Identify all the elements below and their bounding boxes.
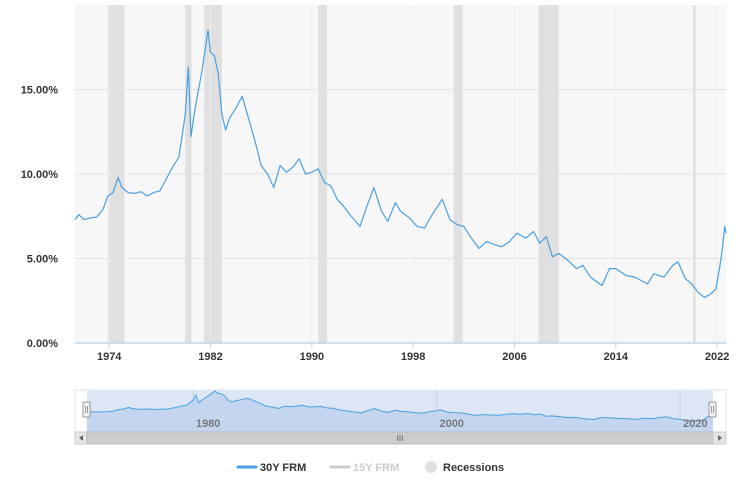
x-tick-label: 1974 <box>97 351 122 363</box>
x-tick-label: 1982 <box>198 351 222 363</box>
x-tick-label: 2022 <box>705 351 729 363</box>
x-tick-label: 1998 <box>401 351 425 363</box>
navigator-series-line <box>86 390 714 422</box>
y-tick-label: 15.00% <box>21 85 59 97</box>
navigator-label: 2020 <box>683 418 707 430</box>
legend-label-recessions: Recessions <box>443 462 504 474</box>
y-tick-label: 5.00% <box>27 254 58 266</box>
legend-item-15y-frm[interactable]: 15Y FRM <box>329 462 399 474</box>
gridlines <box>75 5 726 343</box>
x-tick-label: 2006 <box>502 351 526 363</box>
navigator-left-handle[interactable] <box>82 401 91 418</box>
legend-item-30y-frm[interactable]: 30Y FRM <box>236 462 306 474</box>
legend-label-30y-frm: 30Y FRM <box>260 462 306 474</box>
x-axis-ticks: 1974 1982 1990 1998 2006 2014 2022 <box>97 343 729 363</box>
legend-swatch-recessions <box>425 461 437 473</box>
y-tick-label: 0.00% <box>27 338 58 350</box>
scrollbar-grip-icon: III <box>397 434 404 443</box>
series-line-30y-frm <box>74 29 727 298</box>
x-tick-label: 2014 <box>604 351 629 363</box>
legend-label-15y-frm: 15Y FRM <box>353 462 399 474</box>
navigator-right-handle[interactable] <box>708 401 717 418</box>
x-tick-label: 1990 <box>300 351 324 363</box>
scrollbar[interactable]: III <box>74 431 727 445</box>
legend-item-recessions[interactable]: Recessions <box>425 461 504 474</box>
y-tick-label: 10.00% <box>21 169 59 181</box>
scroll-right-arrow-icon <box>718 435 722 441</box>
scroll-left-arrow-icon <box>79 435 83 441</box>
navigator[interactable]: 1980 2000 2020 <box>74 389 727 433</box>
y-axis-ticks: 0.00% 5.00% 10.00% 15.00% <box>21 85 59 351</box>
navigator-label: 2000 <box>440 418 464 430</box>
navigator-label: 1980 <box>196 418 220 430</box>
legend: 30Y FRM 15Y FRM Recessions <box>236 461 504 474</box>
navigator-labels: 1980 2000 2020 <box>196 418 708 430</box>
